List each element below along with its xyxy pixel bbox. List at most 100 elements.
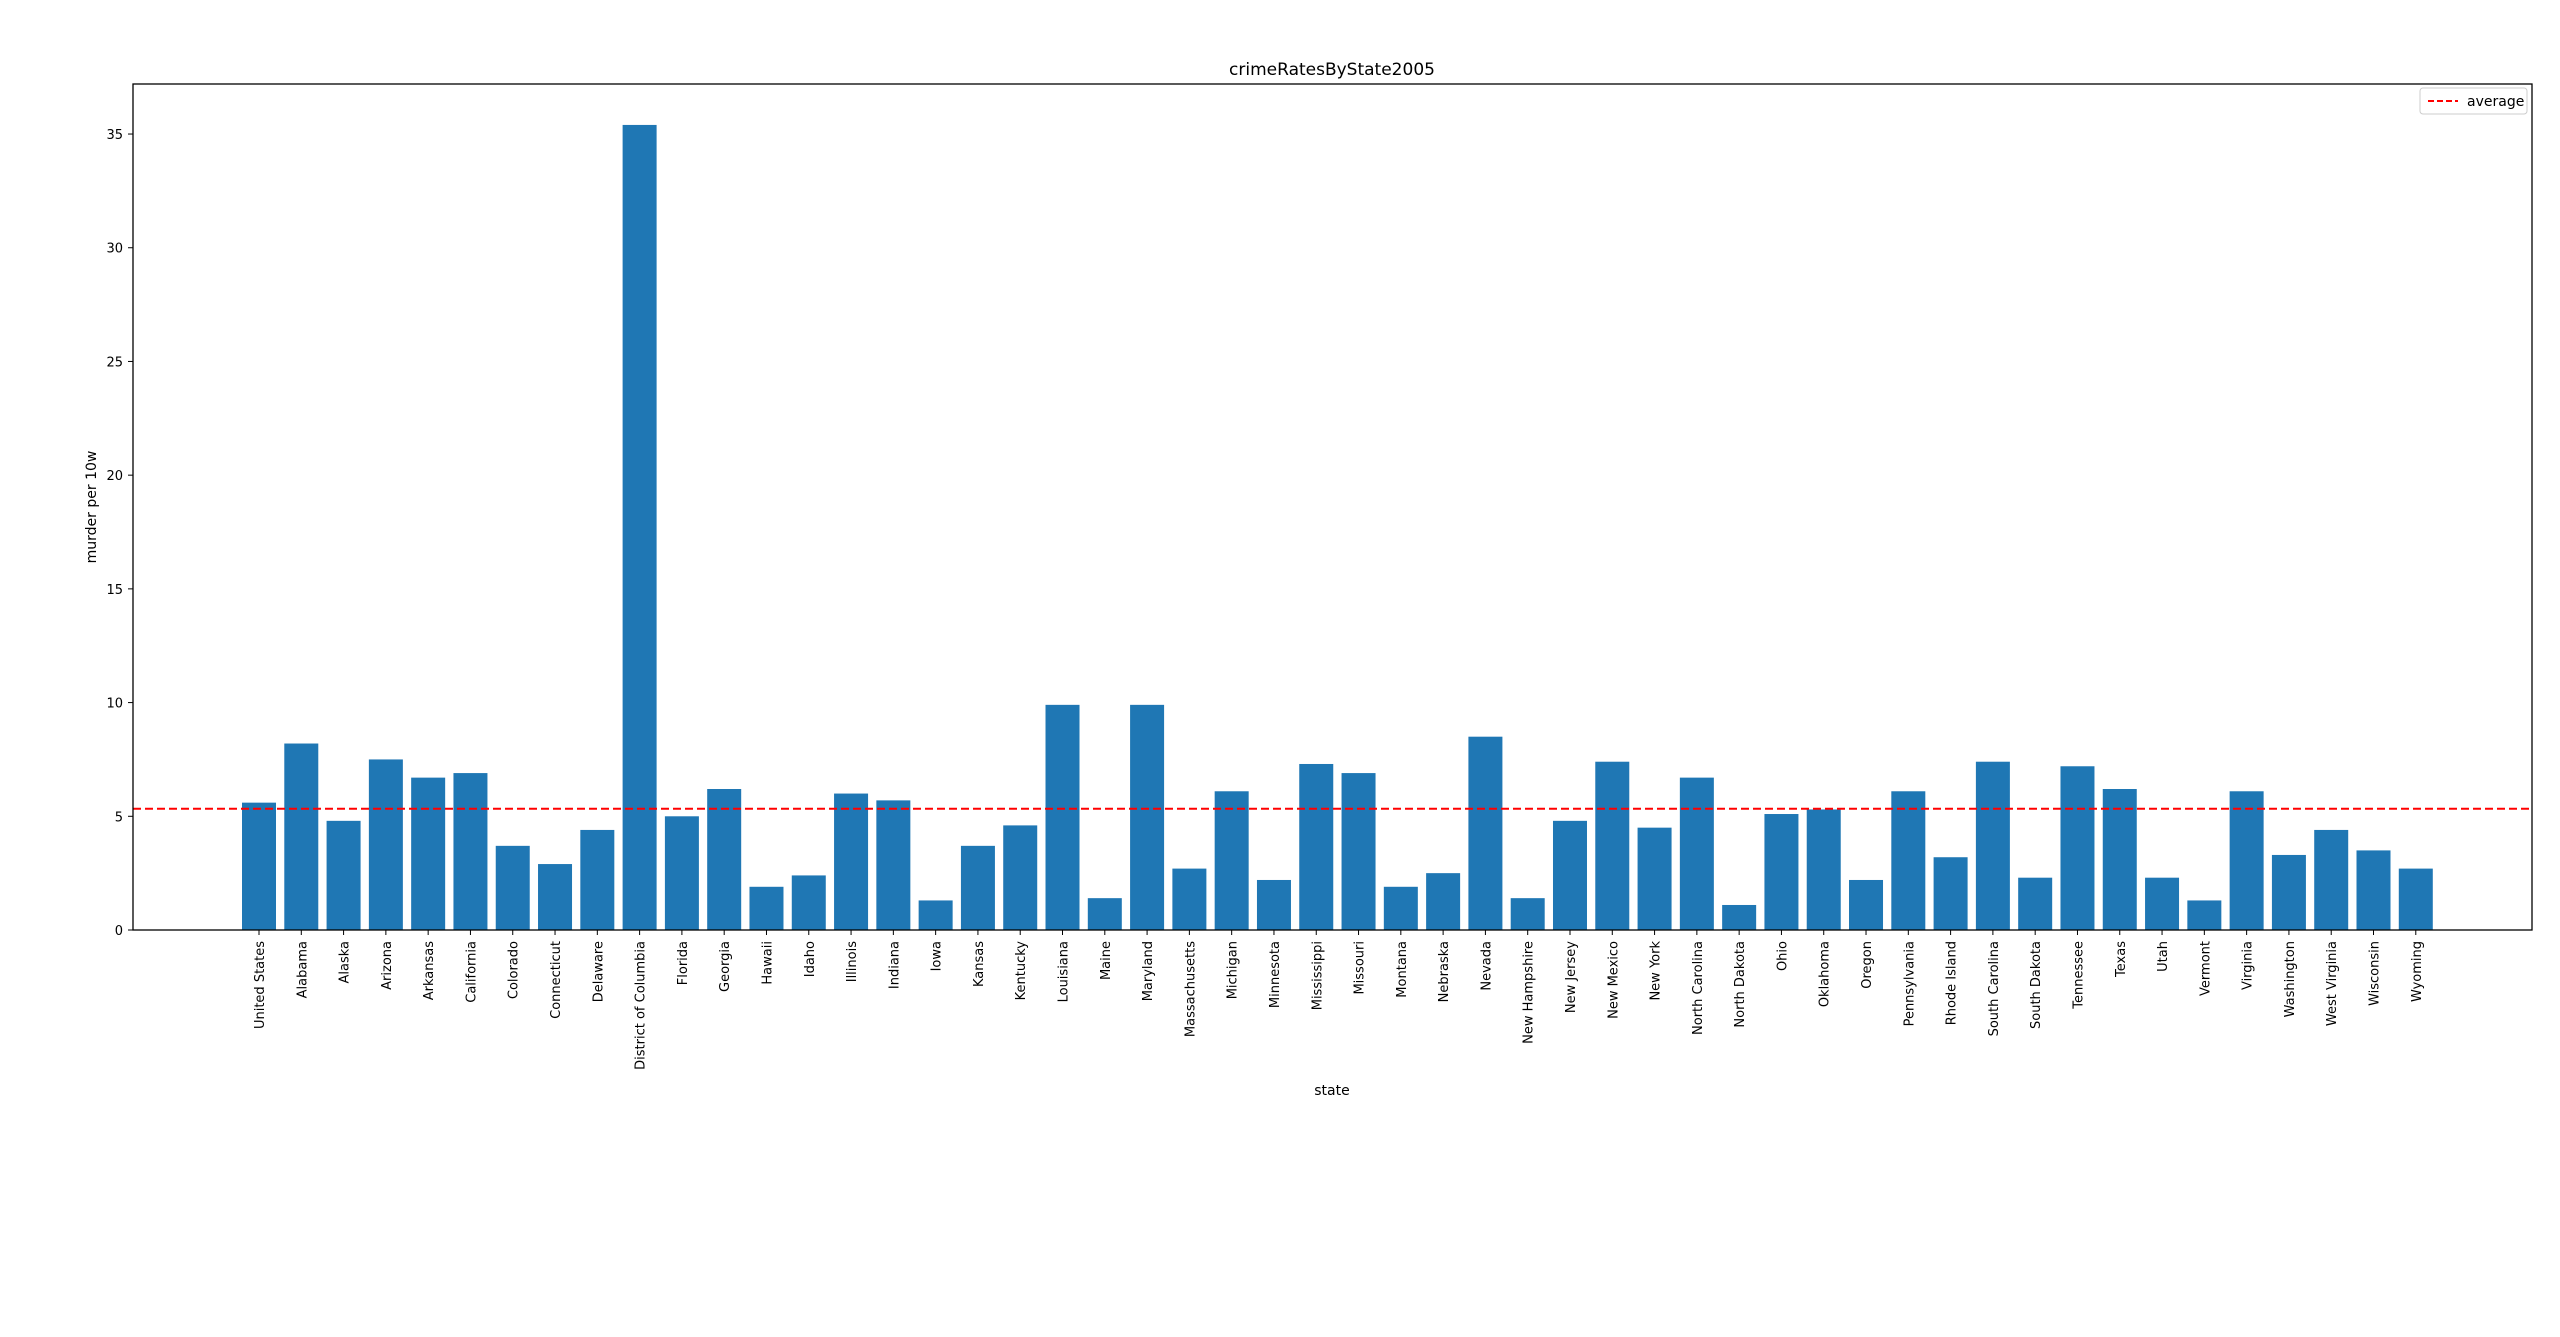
- bar: [1003, 825, 1038, 930]
- y-tick-label: 10: [106, 697, 123, 712]
- bar: [1849, 879, 1884, 930]
- x-tick-label: Florida: [676, 941, 691, 985]
- x-tick-label: Utah: [2156, 941, 2171, 972]
- x-tick-label: Nevada: [1479, 941, 1494, 991]
- x-tick-label: North Carolina: [1691, 941, 1706, 1035]
- y-tick-label: 30: [106, 242, 123, 257]
- bar: [749, 886, 784, 930]
- bar: [411, 777, 446, 930]
- x-tick-label: West Virginia: [2325, 941, 2340, 1026]
- bar: [2060, 766, 2095, 930]
- x-tick-label: Indiana: [887, 941, 902, 989]
- bar: [1383, 886, 1418, 930]
- bar: [2271, 854, 2306, 930]
- x-tick-label: Alabama: [295, 941, 310, 998]
- bar: [1933, 857, 1968, 930]
- x-tick-label: New Hampshire: [1522, 941, 1537, 1044]
- bar: [1552, 820, 1587, 930]
- x-tick-label: Rhode Island: [1945, 941, 1960, 1025]
- bar: [1172, 868, 1207, 930]
- y-tick-label: 15: [106, 583, 123, 598]
- y-tick-label: 25: [106, 355, 123, 370]
- bar: [2102, 789, 2137, 930]
- x-tick-label: Virginia: [2241, 941, 2256, 990]
- bar: [368, 759, 403, 930]
- x-tick-label: Tennessee: [2071, 941, 2086, 1010]
- x-tick-label: New Jersey: [1564, 941, 1579, 1013]
- y-axis: 0 5 10 15 20 25 30 35: [106, 128, 133, 939]
- x-tick-label: Vermont: [2198, 941, 2213, 996]
- bar: [834, 793, 869, 930]
- bars-layer: [242, 124, 2433, 930]
- bar: [2314, 829, 2349, 930]
- bar: [2145, 877, 2180, 930]
- bar: [1764, 814, 1799, 930]
- x-tick-label: Oregon: [1860, 941, 1875, 989]
- bar: [960, 845, 995, 930]
- y-tick-label: 5: [115, 810, 123, 825]
- bar: [1468, 736, 1503, 930]
- bar: [1087, 898, 1122, 930]
- bar: [622, 124, 657, 930]
- bar: [538, 864, 573, 930]
- x-tick-label: Delaware: [591, 941, 606, 1002]
- bar: [580, 829, 615, 930]
- x-tick-label: Maryland: [1141, 941, 1156, 1001]
- bar: [1130, 704, 1165, 930]
- x-tick-label: Kansas: [972, 941, 987, 987]
- y-axis-label: murder per 10w: [84, 451, 100, 564]
- bar: [1214, 791, 1249, 930]
- x-tick-label: Nebraska: [1437, 941, 1452, 1002]
- bar: [918, 900, 953, 930]
- bar: [1426, 873, 1461, 930]
- bar: [1045, 704, 1080, 930]
- x-tick-label: Ohio: [1775, 941, 1790, 971]
- x-tick-label: Texas: [2114, 941, 2129, 978]
- bar: [1510, 898, 1545, 930]
- x-tick-label: Arizona: [380, 941, 395, 990]
- chart-title: crimeRatesByState2005: [1229, 60, 1435, 80]
- x-tick-label: Washington: [2283, 941, 2298, 1017]
- bar: [1679, 777, 1714, 930]
- bar: [284, 743, 319, 930]
- bar: [1722, 904, 1757, 930]
- legend-box: [2419, 87, 2528, 115]
- bar: [1806, 809, 1841, 930]
- legend: average: [2419, 87, 2528, 115]
- bar: [1299, 763, 1334, 930]
- bar: [495, 845, 530, 930]
- x-axis: United States Alabama Alaska Arizona Arkansa…: [253, 930, 2425, 1070]
- x-tick-label: South Dakota: [2029, 941, 2044, 1029]
- y-tick-label: 35: [106, 128, 123, 143]
- x-tick-label: Alaska: [338, 941, 353, 984]
- x-tick-label: Missouri: [1353, 941, 1368, 995]
- x-tick-label: Arkansas: [422, 941, 437, 1000]
- x-tick-label: District of Columbia: [634, 941, 649, 1070]
- bar: [1637, 827, 1672, 930]
- x-tick-label: New York: [1649, 941, 1664, 1001]
- x-tick-label: Wisconsin: [2368, 941, 2383, 1006]
- x-tick-label: Illinois: [845, 941, 860, 982]
- bar: [791, 875, 826, 930]
- y-tick-label: 20: [106, 469, 123, 484]
- x-tick-label: Hawaii: [760, 941, 775, 985]
- x-tick-label: Kentucky: [1014, 941, 1029, 1001]
- x-tick-label: Wyoming: [2410, 941, 2425, 1002]
- x-tick-label: Maine: [1099, 941, 1114, 980]
- x-tick-label: California: [464, 941, 479, 1003]
- bar: [1595, 761, 1630, 930]
- bar: [1256, 879, 1291, 930]
- bar: [2018, 877, 2053, 930]
- x-tick-label: Idaho: [803, 941, 818, 977]
- bar: [664, 816, 699, 930]
- x-tick-label: Michigan: [1226, 941, 1241, 999]
- x-tick-label: South Carolina: [1987, 941, 2002, 1036]
- bar: [876, 800, 911, 930]
- bar: [242, 802, 276, 930]
- bar: [707, 789, 742, 930]
- bar: [2229, 791, 2264, 930]
- x-tick-label: Colorado: [507, 941, 522, 999]
- plot-area-frame: [132, 83, 2533, 931]
- bar: [1891, 791, 1926, 930]
